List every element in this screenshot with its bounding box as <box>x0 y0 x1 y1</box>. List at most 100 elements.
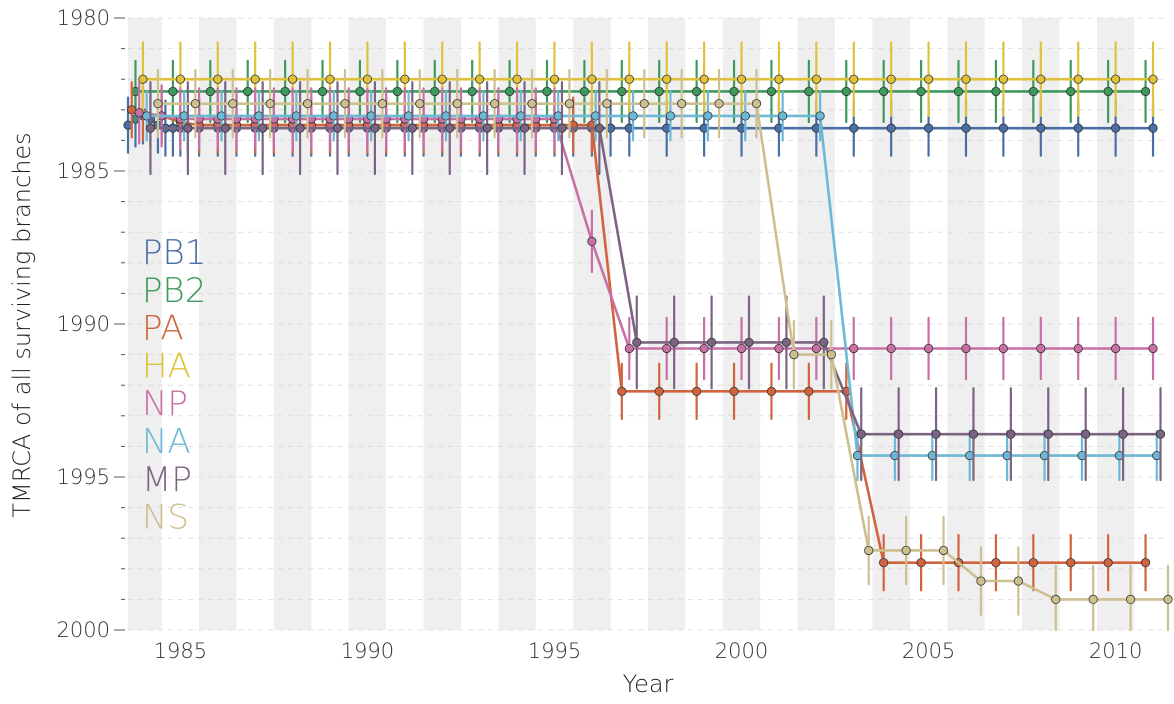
data-point <box>815 111 825 121</box>
data-point <box>587 236 597 246</box>
data-point <box>168 86 178 97</box>
data-point <box>961 343 971 354</box>
data-point <box>677 99 687 109</box>
data-point <box>849 74 859 84</box>
data-point <box>362 74 373 84</box>
data-point <box>332 123 343 133</box>
data-point <box>400 74 410 84</box>
data-point <box>370 123 380 133</box>
legend-entry-np: NP <box>142 384 188 424</box>
data-point <box>1140 86 1151 97</box>
data-point <box>1088 594 1098 605</box>
y-axis: 1980 1985 1990 1995 2000 <box>57 6 125 642</box>
data-point <box>1066 558 1076 568</box>
data-point <box>968 429 979 439</box>
data-point <box>703 111 713 121</box>
data-point <box>774 74 784 84</box>
data-point <box>340 99 350 109</box>
data-point <box>662 74 672 84</box>
x-axis-label: Year <box>623 670 674 698</box>
data-point <box>1148 74 1158 84</box>
legend-entry-pa: PA <box>142 309 184 349</box>
data-point <box>699 343 709 354</box>
data-point <box>1036 74 1046 84</box>
data-point <box>549 74 560 84</box>
data-point <box>377 99 387 109</box>
data-point <box>886 123 896 133</box>
series-line <box>150 126 1161 436</box>
data-point <box>953 86 964 97</box>
data-point <box>781 337 792 347</box>
data-point <box>1125 594 1136 605</box>
data-point <box>175 74 185 84</box>
data-point <box>617 86 627 97</box>
data-point <box>894 429 904 439</box>
data-point <box>512 74 522 84</box>
data-point <box>1066 86 1076 97</box>
data-point <box>1140 558 1151 568</box>
data-point <box>183 123 193 133</box>
data-point <box>490 99 500 109</box>
data-point <box>744 337 754 347</box>
data-point <box>467 86 477 97</box>
data-point <box>662 343 672 354</box>
data-point <box>864 545 874 556</box>
data-point <box>437 74 447 84</box>
data-point <box>1073 343 1083 354</box>
data-point <box>811 343 821 354</box>
data-point <box>602 99 612 109</box>
data-point <box>527 99 537 109</box>
data-point <box>923 123 934 133</box>
data-point <box>190 99 200 109</box>
data-point <box>961 123 971 133</box>
series-na <box>142 90 1162 482</box>
data-point <box>624 74 634 84</box>
data-point <box>1163 594 1173 605</box>
data-point <box>228 99 238 109</box>
legend-entry-mp: MP <box>142 460 192 500</box>
data-point <box>355 86 365 97</box>
legend-entry-na: NA <box>142 422 191 462</box>
data-point <box>1043 429 1053 439</box>
data-point <box>811 74 821 84</box>
data-point <box>699 74 709 84</box>
data-point <box>736 343 747 354</box>
data-point <box>153 99 163 109</box>
data-point <box>916 558 926 568</box>
data-point <box>594 123 604 133</box>
data-point <box>557 123 567 133</box>
data-point <box>205 86 215 97</box>
data-point <box>976 576 986 586</box>
data-point <box>654 386 664 396</box>
data-point <box>392 86 402 97</box>
y-tick-label: 1980 <box>57 6 110 30</box>
data-point <box>692 86 702 97</box>
y-tick-label: 1990 <box>57 312 110 336</box>
data-point <box>317 86 328 97</box>
series-layer <box>123 41 1173 632</box>
data-point <box>901 545 911 556</box>
data-point <box>1006 429 1016 439</box>
data-point <box>804 386 814 396</box>
series-pb2 <box>130 59 1151 124</box>
data-point <box>1111 343 1121 354</box>
data-point <box>295 123 305 133</box>
data-point <box>475 74 485 84</box>
data-point <box>692 386 702 396</box>
data-point <box>669 337 679 347</box>
data-point <box>1111 123 1121 133</box>
data-point <box>1155 429 1166 439</box>
data-point <box>628 111 638 121</box>
data-point <box>280 86 290 97</box>
data-point <box>736 74 747 84</box>
data-point <box>250 74 260 84</box>
x-axis: 1985 1990 1995 2000 2005 2010 <box>154 639 1143 663</box>
data-point <box>774 343 784 354</box>
data-point <box>778 111 788 121</box>
data-point <box>587 74 597 84</box>
data-point <box>445 123 455 133</box>
data-point <box>886 343 896 354</box>
data-point <box>740 111 750 121</box>
data-point <box>632 337 642 347</box>
data-point <box>886 74 896 84</box>
